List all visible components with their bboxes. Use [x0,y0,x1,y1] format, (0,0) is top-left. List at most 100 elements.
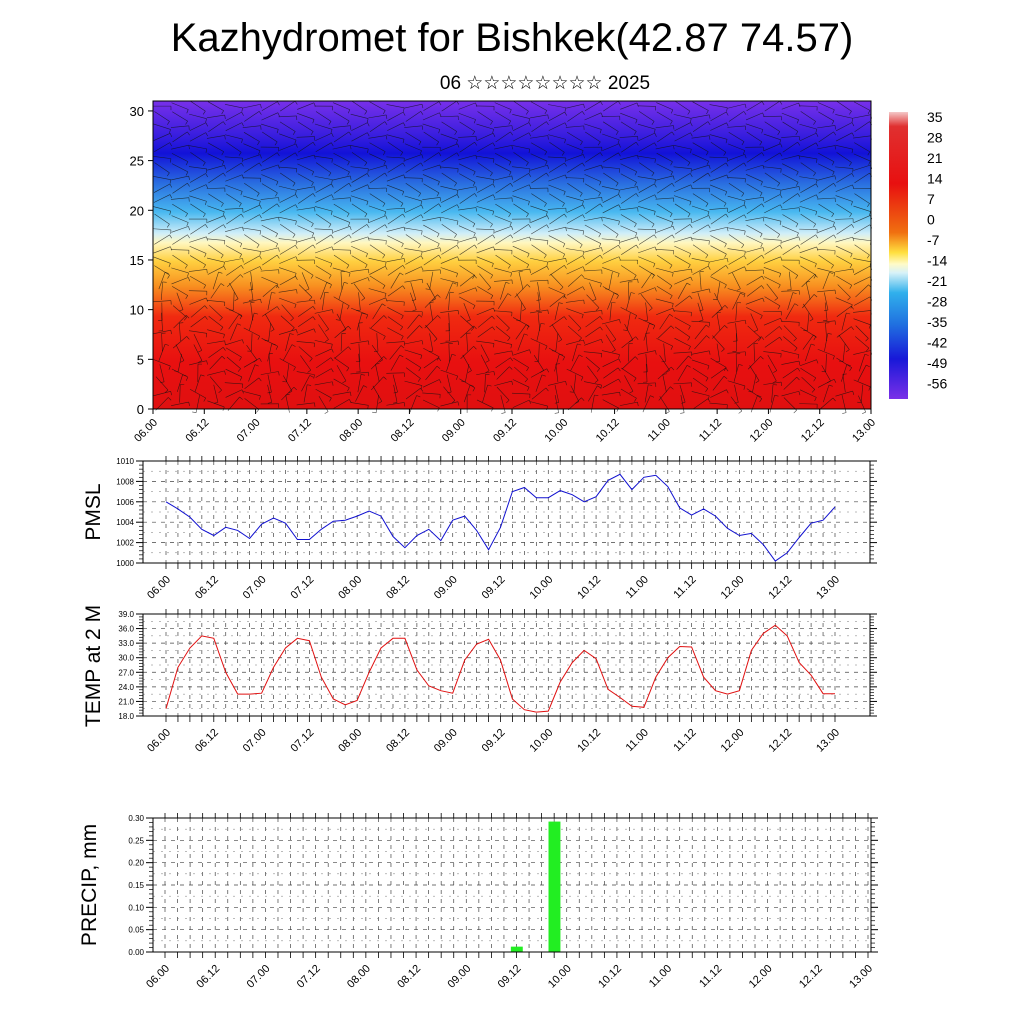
wind-barb [531,121,547,132]
xtick-label: 07.00 [241,574,269,602]
wind-barb-tick [313,154,316,160]
wind-barb [297,102,315,110]
wind-barb-tick [815,211,818,216]
wind-barb-tick [384,172,388,177]
wind-barb [176,374,183,393]
wind-barb-tick [690,132,693,137]
ytick-label: 1004 [116,518,134,527]
colorbar-label: 7 [927,191,935,207]
wind-barb-tick [528,122,532,127]
wind-barb-tick [866,347,870,352]
colorbar-label: 0 [927,212,935,228]
wind-barb-tick [385,266,388,270]
wind-barb-tick [544,151,547,156]
wind-barb [443,386,456,401]
wind-barb-tick [437,315,441,319]
wind-barb [208,315,224,328]
xtick-label: 11.12 [671,727,698,754]
wind-barb [657,325,672,339]
wind-barb-tick [421,251,423,256]
wind-barb [584,164,602,171]
wind-barb [853,135,871,139]
wind-barb [281,304,294,319]
wind-barb [423,203,439,215]
wind-barb-tick [669,285,673,290]
wind-barb [279,204,296,214]
wind-barb [153,175,171,181]
wind-barb [267,292,272,311]
wind-barb [152,300,171,303]
wind-barb [422,123,440,130]
wind-barb [735,323,738,341]
wind-barb-tick [382,151,386,156]
wind-barb-tick [582,286,585,291]
wind-barb [746,235,763,244]
wind-barb-tick [348,131,352,136]
wind-barb [368,297,386,305]
wind-barb-tick [671,234,675,239]
wind-barb-tick [221,203,224,207]
wind-barb-tick [205,173,208,178]
wind-barb [243,266,260,275]
wind-barb [463,384,471,403]
wind-barb [494,339,512,345]
wind-barb-tick [813,121,816,125]
wind-barb-tick [182,374,187,377]
wind-barb-tick [348,234,352,239]
wind-barb-tick [360,374,365,376]
wind-barb [315,357,332,369]
wind-barb-tick [762,112,765,117]
wind-barb [459,141,475,153]
wind-barb-tick [582,162,585,167]
wind-barb [350,277,368,285]
wind-barb-tick [813,172,816,177]
wind-barb [745,196,764,201]
wind-barb [405,214,422,224]
wind-barb [315,132,332,141]
wind-barb [225,122,242,131]
wind-barb [782,173,799,183]
colorbar-label: 14 [927,171,943,187]
wind-barb [404,195,423,202]
wind-barb-tick [618,204,621,209]
temp-panel: 18.021.024.027.030.033.036.039.006.00 06.… [82,605,877,755]
wind-barb-tick [617,273,620,278]
wind-barb [565,103,584,109]
ytick-label: 0.30 [128,814,144,823]
wind-barb [440,401,458,407]
wind-barb [692,377,708,389]
precip-frame [152,817,872,953]
wind-barb-tick [179,309,184,312]
wind-barb-tick [597,385,601,389]
wind-barb-tick [289,333,294,335]
wind-barb-tick [651,273,656,276]
wind-barb-tick [654,194,657,199]
wind-barb [835,245,853,254]
heatmap-xtick-label: 07.00 [235,417,263,445]
wind-barb-tick [241,139,243,144]
wind-barb-tick [192,411,197,413]
heatmap-xtick-label: 13.00 [850,417,878,445]
wind-barb-tick [744,154,747,159]
wind-barb [548,235,566,244]
wind-barb-tick [438,203,442,208]
wind-barb [233,292,235,311]
wind-barb [836,357,852,368]
wind-barb [746,183,763,194]
wind-barb [376,333,379,352]
wind-barb-tick [168,263,171,268]
wind-barb-tick [707,398,711,403]
wind-barb-tick [205,168,208,173]
wind-barb [781,112,799,120]
xtick-label: 10.00 [546,963,574,991]
wind-barb-tick [292,182,296,187]
wind-barb-tick [600,339,603,344]
wind-barb-tick [473,325,477,330]
wind-barb [230,323,238,341]
wind-barb-tick [198,350,202,353]
wind-barb-tick [599,129,602,134]
xtick-label: 11.00 [624,727,651,754]
wind-barb [584,112,602,121]
